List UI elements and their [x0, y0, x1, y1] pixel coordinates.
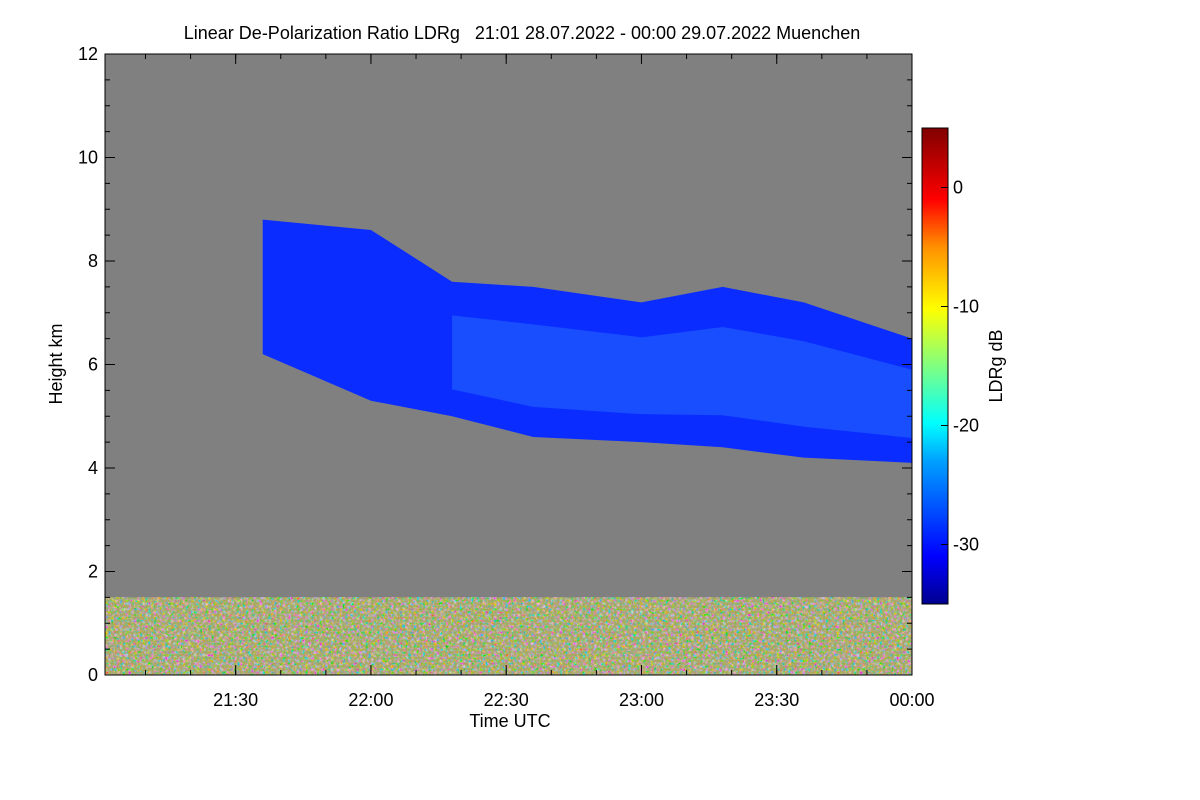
y-tick-label-2: 4 — [88, 458, 98, 478]
x-tick-label-2: 22:30 — [484, 690, 529, 710]
colorbar-tick-label-0: 0 — [953, 178, 963, 198]
x-tick-label-0: 21:30 — [213, 690, 258, 710]
y-tick-label-0: 0 — [88, 665, 98, 685]
y-axis-label: Height km — [46, 323, 66, 404]
colorbar-label: LDRg dB — [986, 329, 1006, 402]
x-tick-label-4: 23:30 — [754, 690, 799, 710]
colorbar — [921, 127, 949, 605]
y-tick-label-3: 6 — [88, 355, 98, 375]
x-tick-label-5: 00:00 — [889, 690, 934, 710]
y-tick-label-1: 2 — [88, 562, 98, 582]
cloud-layer — [262, 219, 912, 463]
colorbar-ticks: 0 -10 -20 -30 — [941, 178, 979, 555]
noise-speckle — [105, 597, 912, 675]
x-tick-label-1: 22:00 — [348, 690, 393, 710]
y-tick-label-4: 8 — [88, 251, 98, 271]
y-tick-label-6: 12 — [78, 44, 98, 64]
x-tick-label-3: 23:00 — [619, 690, 664, 710]
cloud-inner-band — [452, 315, 912, 438]
colorbar-tick-label-3: -30 — [953, 535, 979, 555]
y-tick-label-5: 10 — [78, 148, 98, 168]
boundary-layer-noise — [105, 597, 912, 675]
x-axis-label: Time UTC — [469, 711, 550, 731]
chart-title: Linear De-Polarization Ratio LDRg 21:01 … — [184, 23, 860, 43]
colorbar-tick-label-2: -20 — [953, 416, 979, 436]
x-axis: 21:30 22:00 22:30 23:00 23:30 00:00 — [144, 54, 935, 710]
y-axis: 0 2 4 6 8 10 12 — [78, 44, 912, 685]
colorbar-tick-label-1: -10 — [953, 297, 979, 317]
